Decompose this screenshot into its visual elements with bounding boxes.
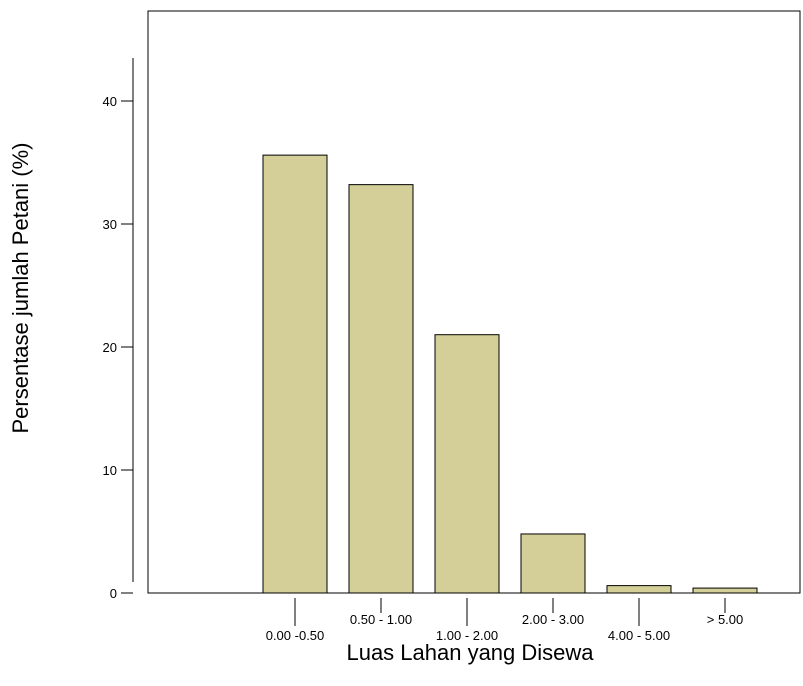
bar (262, 154, 328, 594)
x-tick-label: 1.00 - 2.00 (436, 628, 498, 643)
bar (520, 533, 586, 594)
y-axis-title: Persentase jumlah Petani (%) (8, 142, 33, 433)
y-tick-label: 40 (103, 94, 117, 109)
bar (434, 334, 500, 594)
bars (262, 154, 758, 594)
x-axis-ticks: 0.00 -0.50 0.50 - 1.00 1.00 - 2.00 2.00 - 3… (266, 598, 744, 643)
x-tick-label: 4.00 - 5.00 (608, 628, 670, 643)
x-tick-label: 2.00 - 3.00 (522, 612, 584, 627)
x-tick-label: 0.00 -0.50 (266, 628, 325, 643)
x-tick-label: > 5.00 (707, 612, 744, 627)
y-tick-label: 10 (103, 463, 117, 478)
bar (606, 585, 672, 594)
y-tick-label: 30 (103, 217, 117, 232)
y-tick-label: 20 (103, 340, 117, 355)
x-axis-title: Luas Lahan yang Disewa (346, 640, 594, 665)
y-axis-ticks: 0 10 20 30 40 (103, 94, 133, 601)
y-tick-label: 0 (110, 586, 117, 601)
bar (348, 184, 414, 594)
bar (692, 587, 758, 594)
x-tick-label: 0.50 - 1.00 (350, 612, 412, 627)
